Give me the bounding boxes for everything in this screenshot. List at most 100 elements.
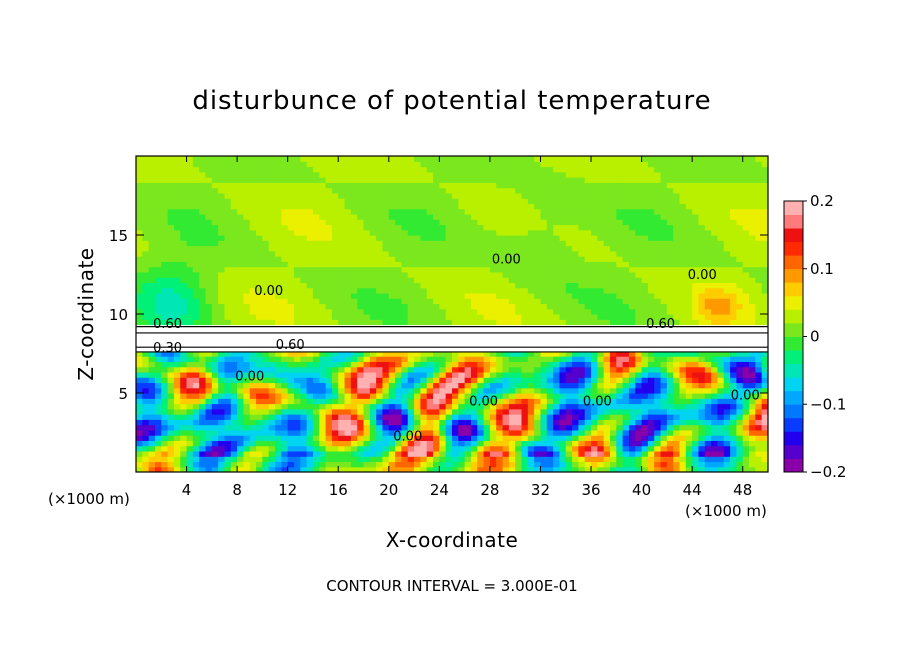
heatmap-cell bbox=[426, 282, 434, 289]
heatmap-cell bbox=[173, 414, 181, 420]
heatmap-cell bbox=[591, 182, 598, 189]
heatmap-cell bbox=[559, 419, 567, 426]
heatmap-cell bbox=[218, 466, 226, 472]
heatmap-cell bbox=[312, 266, 320, 273]
heatmap-cell bbox=[376, 256, 384, 262]
heatmap-cell bbox=[287, 450, 295, 457]
heatmap-cell bbox=[382, 461, 390, 468]
heatmap-cell bbox=[287, 224, 295, 231]
heatmap-cell bbox=[470, 319, 478, 326]
heatmap-cell bbox=[237, 292, 245, 299]
heatmap-cell bbox=[256, 261, 263, 268]
heatmap-cell bbox=[319, 440, 327, 447]
heatmap-cell bbox=[610, 429, 617, 436]
heatmap-cell bbox=[300, 208, 308, 215]
heatmap-cell bbox=[199, 161, 207, 168]
heatmap-cell bbox=[357, 340, 365, 347]
heatmap-cell bbox=[180, 256, 188, 262]
heatmap-cell bbox=[496, 166, 504, 173]
heatmap-cell bbox=[186, 461, 194, 468]
heatmap-cell bbox=[483, 245, 491, 252]
heatmap-cell bbox=[572, 345, 579, 352]
heatmap-cell bbox=[603, 393, 611, 399]
heatmap-cell bbox=[312, 435, 320, 441]
heatmap-cell bbox=[237, 177, 245, 183]
heatmap-cell bbox=[161, 213, 169, 220]
heatmap-cell bbox=[565, 266, 573, 273]
heatmap-cell bbox=[407, 235, 415, 241]
heatmap-cell bbox=[603, 419, 611, 426]
heatmap-cell bbox=[294, 393, 301, 399]
heatmap-cell bbox=[325, 366, 333, 373]
heatmap-cell bbox=[641, 229, 649, 236]
heatmap-cell bbox=[306, 235, 314, 241]
heatmap-cell bbox=[584, 219, 592, 226]
heatmap-cell bbox=[559, 282, 567, 289]
heatmap-cell bbox=[262, 414, 270, 420]
heatmap-cell bbox=[464, 377, 472, 384]
heatmap-cell bbox=[502, 303, 510, 310]
heatmap-cell bbox=[312, 456, 320, 463]
heatmap-cell bbox=[167, 450, 175, 457]
heatmap-cell bbox=[142, 261, 150, 268]
heatmap-cell bbox=[534, 166, 542, 173]
heatmap-cell bbox=[470, 387, 478, 394]
heatmap-cell bbox=[199, 219, 207, 226]
heatmap-cell bbox=[584, 166, 592, 173]
heatmap-cell bbox=[312, 361, 320, 368]
heatmap-cell bbox=[654, 445, 662, 452]
heatmap-cell bbox=[407, 229, 415, 236]
heatmap-cell bbox=[331, 298, 339, 305]
heatmap-cell bbox=[508, 308, 516, 315]
heatmap-cell bbox=[382, 377, 390, 384]
heatmap-cell bbox=[192, 240, 200, 247]
heatmap-cell bbox=[502, 414, 510, 420]
heatmap-cell bbox=[161, 461, 169, 468]
heatmap-cell bbox=[224, 298, 232, 305]
heatmap-cell bbox=[218, 440, 226, 447]
heatmap-cell bbox=[584, 340, 592, 347]
heatmap-cell bbox=[470, 224, 478, 231]
heatmap-cell bbox=[572, 429, 579, 436]
heatmap-cell bbox=[180, 335, 188, 341]
heatmap-cell bbox=[325, 350, 333, 357]
heatmap-cell bbox=[382, 177, 390, 183]
heatmap-cell bbox=[635, 245, 643, 252]
heatmap-cell bbox=[641, 461, 649, 468]
heatmap-cell bbox=[161, 456, 169, 463]
heatmap-cell bbox=[515, 319, 523, 326]
heatmap-cell bbox=[470, 324, 478, 331]
heatmap-cell bbox=[401, 461, 409, 468]
heatmap-cell bbox=[578, 171, 586, 178]
heatmap-cell bbox=[161, 345, 169, 352]
heatmap-cell bbox=[654, 235, 662, 241]
heatmap-cell bbox=[382, 224, 390, 231]
heatmap-cell bbox=[142, 224, 150, 231]
heatmap-cell bbox=[546, 177, 554, 183]
heatmap-cell bbox=[325, 403, 333, 410]
heatmap-cell bbox=[262, 419, 270, 426]
heatmap-cell bbox=[376, 235, 384, 241]
heatmap-cell bbox=[515, 261, 523, 268]
heatmap-cell bbox=[597, 408, 605, 415]
x-unit-label-left: (×1000 m) bbox=[48, 490, 130, 508]
heatmap-cell bbox=[281, 419, 289, 426]
heatmap-cell bbox=[572, 182, 579, 189]
heatmap-cell bbox=[154, 319, 162, 326]
heatmap-cell bbox=[167, 261, 175, 268]
heatmap-cell bbox=[319, 377, 327, 384]
heatmap-cell bbox=[414, 466, 421, 472]
heatmap-cell bbox=[218, 298, 226, 305]
heatmap-cell bbox=[477, 445, 485, 452]
heatmap-cell bbox=[281, 377, 289, 384]
heatmap-cell bbox=[521, 256, 529, 262]
heatmap-cell bbox=[256, 177, 263, 183]
heatmap-cell bbox=[136, 240, 143, 247]
heatmap-cell bbox=[591, 414, 598, 420]
heatmap-cell bbox=[294, 219, 301, 226]
heatmap-cell bbox=[489, 229, 497, 236]
heatmap-cell bbox=[445, 319, 453, 326]
heatmap-cell bbox=[249, 229, 257, 236]
heatmap-cell bbox=[452, 208, 459, 215]
heatmap-cell bbox=[281, 250, 289, 257]
